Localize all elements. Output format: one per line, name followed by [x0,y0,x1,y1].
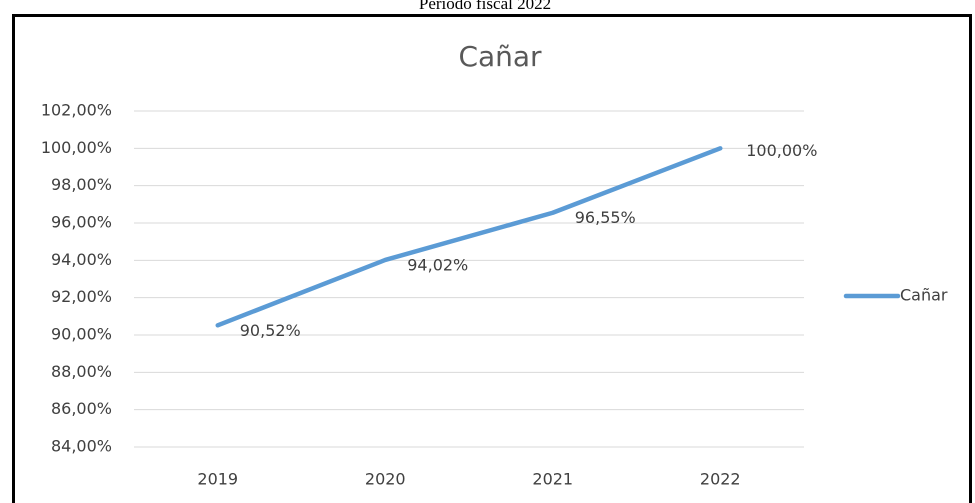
y-tick-label: 88,00% [51,362,112,381]
line-series [215,146,723,328]
x-tick-label: 2020 [365,470,406,489]
x-tick-label: 2019 [197,470,238,489]
chart-frame [12,14,972,503]
y-tick-label: 84,00% [51,437,112,456]
y-tick-label: 102,00% [41,101,112,120]
caption: Período fiscal 2022 [419,0,551,13]
legend-label: Cañar [900,286,948,305]
data-label: 100,00% [746,141,817,160]
x-tick-label: 2022 [700,470,741,489]
y-tick-label: 98,00% [51,175,112,194]
y-tick-label: 94,00% [51,250,112,269]
chart-title: Cañar [458,40,542,73]
y-tick-label: 92,00% [51,287,112,306]
y-tick-label: 86,00% [51,399,112,418]
y-tick-label: 100,00% [41,138,112,157]
y-tick-label: 90,00% [51,325,112,344]
x-tick-label: 2021 [532,470,573,489]
y-tick-label: 96,00% [51,213,112,232]
data-label: 96,55% [575,208,636,227]
data-label: 94,02% [407,255,468,274]
data-label: 90,52% [240,321,301,340]
